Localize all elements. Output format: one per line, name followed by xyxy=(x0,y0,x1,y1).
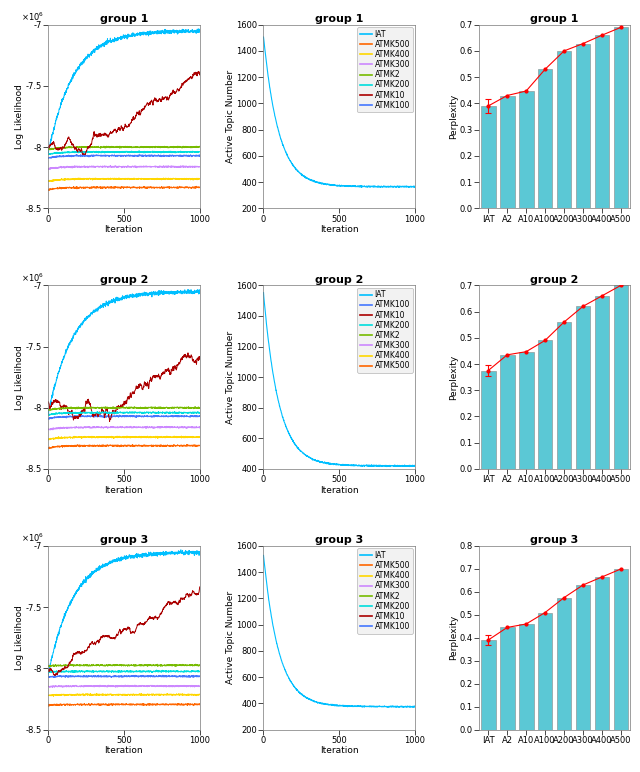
Y-axis label: Perplexity: Perplexity xyxy=(449,94,458,139)
Bar xyxy=(557,322,572,469)
Bar xyxy=(500,355,515,469)
Bar xyxy=(557,598,572,730)
Y-axis label: Perplexity: Perplexity xyxy=(449,615,458,660)
Bar xyxy=(614,27,628,208)
Bar xyxy=(595,577,609,730)
Y-axis label: Active Topic Number: Active Topic Number xyxy=(226,330,235,424)
X-axis label: Iteration: Iteration xyxy=(320,486,358,495)
Bar xyxy=(519,352,534,469)
Bar xyxy=(575,306,590,469)
Y-axis label: Log Likelihood: Log Likelihood xyxy=(15,84,24,149)
Y-axis label: Active Topic Number: Active Topic Number xyxy=(226,591,235,684)
Y-axis label: Log Likelihood: Log Likelihood xyxy=(15,344,24,410)
Y-axis label: Log Likelihood: Log Likelihood xyxy=(15,605,24,670)
Bar xyxy=(481,640,495,730)
Bar xyxy=(595,36,609,208)
Bar xyxy=(500,96,515,208)
Bar xyxy=(575,43,590,208)
Text: $\times10^6$: $\times10^6$ xyxy=(20,271,44,283)
Title: group 3: group 3 xyxy=(315,535,364,545)
Bar xyxy=(519,91,534,208)
Y-axis label: Active Topic Number: Active Topic Number xyxy=(226,70,235,163)
Bar xyxy=(575,585,590,730)
Title: group 2: group 2 xyxy=(531,275,579,285)
Title: group 1: group 1 xyxy=(315,14,364,24)
Bar xyxy=(538,612,552,730)
Bar xyxy=(595,296,609,469)
Bar xyxy=(538,340,552,469)
Bar xyxy=(614,286,628,469)
X-axis label: Iteration: Iteration xyxy=(320,747,358,755)
Title: group 3: group 3 xyxy=(531,535,579,545)
Legend: IAT, ATMK500, ATMK400, ATMK300, ATMK2, ATMK200, ATMK10, ATMK100: IAT, ATMK500, ATMK400, ATMK300, ATMK2, A… xyxy=(357,548,413,634)
X-axis label: Iteration: Iteration xyxy=(104,747,143,755)
Text: $\times10^6$: $\times10^6$ xyxy=(20,532,44,544)
Bar xyxy=(481,371,495,469)
Bar xyxy=(500,628,515,730)
Bar xyxy=(481,106,495,208)
Title: group 1: group 1 xyxy=(531,14,579,24)
Text: $\times10^6$: $\times10^6$ xyxy=(20,11,44,23)
X-axis label: Iteration: Iteration xyxy=(104,486,143,495)
Legend: IAT, ATMK500, ATMK400, ATMK300, ATMK2, ATMK200, ATMK10, ATMK100: IAT, ATMK500, ATMK400, ATMK300, ATMK2, A… xyxy=(357,27,413,113)
Bar xyxy=(614,569,628,730)
Title: group 1: group 1 xyxy=(100,14,148,24)
Legend: IAT, ATMK100, ATMK10, ATMK200, ATMK2, ATMK300, ATMK400, ATMK500: IAT, ATMK100, ATMK10, ATMK200, ATMK2, AT… xyxy=(357,288,413,373)
Title: group 2: group 2 xyxy=(100,275,148,285)
X-axis label: Iteration: Iteration xyxy=(104,225,143,234)
Y-axis label: Perplexity: Perplexity xyxy=(449,354,458,400)
Bar xyxy=(519,624,534,730)
Bar xyxy=(538,69,552,208)
Title: group 3: group 3 xyxy=(100,535,148,545)
Bar xyxy=(557,51,572,208)
X-axis label: Iteration: Iteration xyxy=(320,225,358,234)
Title: group 2: group 2 xyxy=(315,275,364,285)
